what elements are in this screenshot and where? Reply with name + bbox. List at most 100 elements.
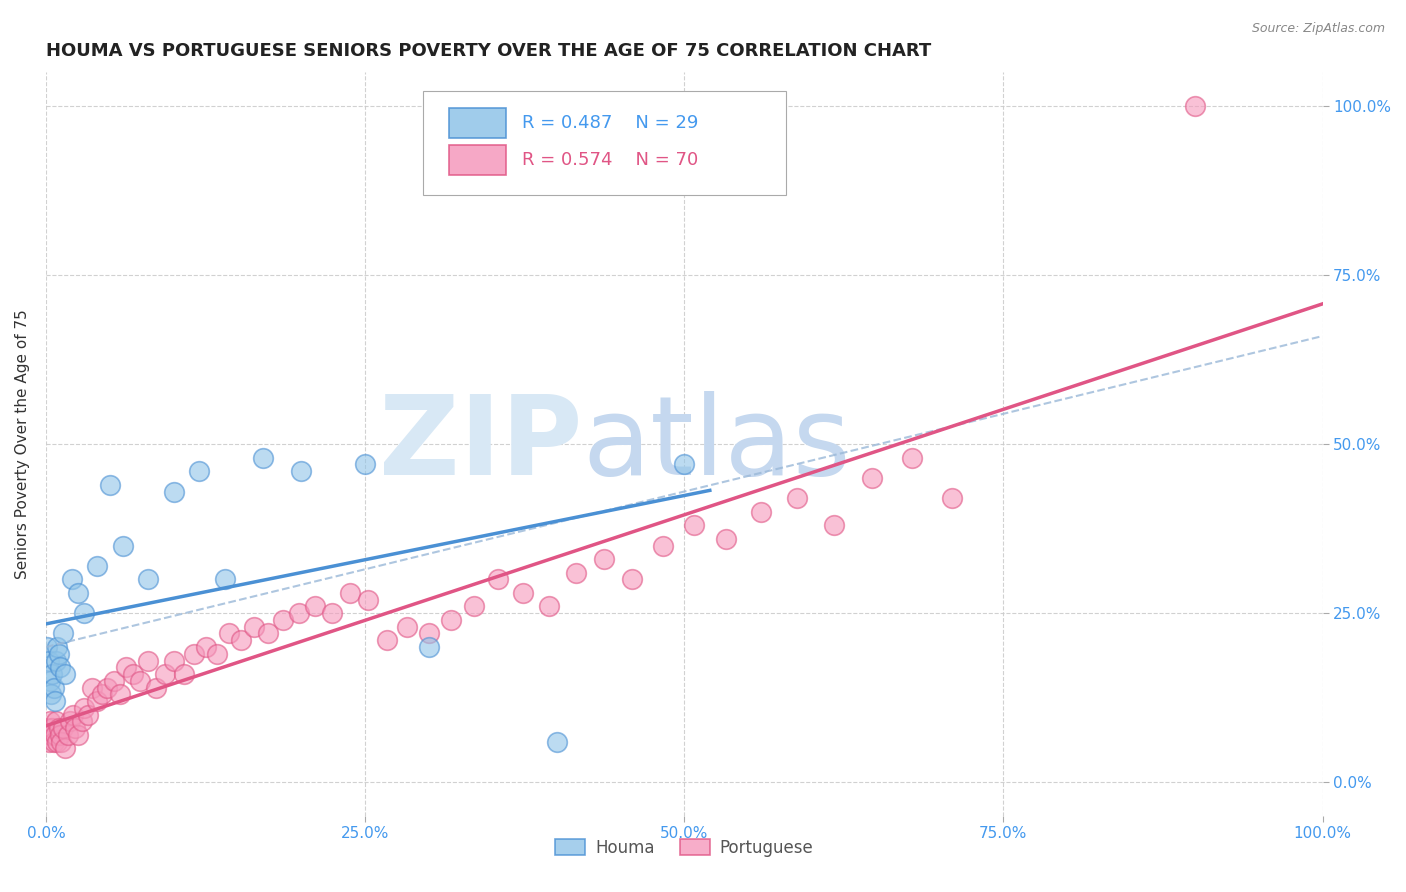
Point: [48, 647, 70, 661]
Point: [136, 573, 159, 587]
Point: [304, 599, 326, 614]
Point: [512, 586, 534, 600]
Point: [287, 606, 309, 620]
Point: [145, 681, 167, 695]
Point: [592, 552, 614, 566]
Point: [183, 647, 205, 661]
Point: [39, 687, 62, 701]
Point: [42, 681, 65, 695]
Point: [683, 518, 706, 533]
Point: [749, 505, 772, 519]
Point: [53, 667, 76, 681]
Legend: Houma, Portuguese: Houma, Portuguese: [548, 832, 820, 863]
Point: [42, 734, 65, 748]
Text: R = 0.487    N = 29: R = 0.487 N = 29: [522, 114, 699, 132]
Point: [46, 734, 69, 748]
Text: R = 0.574    N = 70: R = 0.574 N = 70: [522, 151, 699, 169]
Point: [823, 518, 845, 533]
Point: [290, 464, 312, 478]
Point: [546, 734, 568, 748]
Point: [115, 660, 138, 674]
Point: [65, 721, 87, 735]
Point: [941, 491, 963, 506]
Point: [37, 640, 59, 654]
Text: Source: ZipAtlas.com: Source: ZipAtlas.com: [1251, 22, 1385, 36]
FancyBboxPatch shape: [450, 108, 506, 138]
Point: [673, 458, 696, 472]
FancyBboxPatch shape: [450, 145, 506, 175]
Point: [321, 606, 343, 620]
Point: [565, 566, 588, 580]
Point: [463, 599, 485, 614]
Point: [39, 728, 62, 742]
Point: [860, 471, 883, 485]
Point: [38, 653, 60, 667]
FancyBboxPatch shape: [423, 91, 786, 195]
Point: [205, 647, 228, 661]
Point: [214, 573, 236, 587]
Point: [49, 728, 72, 742]
Point: [418, 626, 440, 640]
Point: [231, 633, 253, 648]
Point: [354, 458, 377, 472]
Point: [357, 592, 380, 607]
Point: [91, 687, 114, 701]
Point: [45, 714, 67, 729]
Point: [900, 450, 922, 465]
Point: [162, 484, 184, 499]
Point: [188, 464, 211, 478]
Point: [37, 721, 59, 735]
Point: [73, 606, 96, 620]
Point: [41, 721, 63, 735]
Point: [53, 741, 76, 756]
Point: [56, 728, 79, 742]
Point: [194, 640, 217, 654]
Point: [252, 450, 274, 465]
Point: [136, 653, 159, 667]
Point: [620, 573, 643, 587]
Point: [66, 586, 89, 600]
Point: [153, 667, 176, 681]
Y-axis label: Seniors Poverty Over the Age of 75: Seniors Poverty Over the Age of 75: [15, 310, 30, 579]
Point: [86, 694, 108, 708]
Point: [173, 667, 195, 681]
Point: [103, 673, 125, 688]
Point: [375, 633, 398, 648]
Point: [46, 640, 69, 654]
Point: [486, 573, 509, 587]
Point: [243, 620, 266, 634]
Point: [418, 640, 440, 654]
Point: [52, 626, 75, 640]
Point: [440, 613, 463, 627]
Point: [60, 573, 83, 587]
Point: [49, 660, 72, 674]
Point: [52, 721, 75, 735]
Point: [218, 626, 240, 640]
Point: [108, 687, 131, 701]
Point: [48, 721, 70, 735]
Point: [38, 714, 60, 729]
Point: [45, 653, 67, 667]
Point: [62, 707, 84, 722]
Point: [73, 701, 96, 715]
Point: [80, 681, 103, 695]
Point: [51, 734, 73, 748]
Point: [38, 673, 60, 688]
Point: [70, 714, 93, 729]
Point: [59, 714, 82, 729]
Point: [98, 477, 121, 491]
Point: [44, 728, 66, 742]
Point: [44, 694, 66, 708]
Point: [651, 539, 673, 553]
Point: [86, 558, 108, 573]
Point: [537, 599, 560, 614]
Point: [273, 613, 295, 627]
Point: [339, 586, 361, 600]
Point: [66, 728, 89, 742]
Point: [257, 626, 280, 640]
Text: atlas: atlas: [582, 391, 851, 498]
Point: [162, 653, 184, 667]
Point: [96, 681, 118, 695]
Text: HOUMA VS PORTUGUESE SENIORS POVERTY OVER THE AGE OF 75 CORRELATION CHART: HOUMA VS PORTUGUESE SENIORS POVERTY OVER…: [46, 42, 931, 60]
Point: [41, 667, 63, 681]
